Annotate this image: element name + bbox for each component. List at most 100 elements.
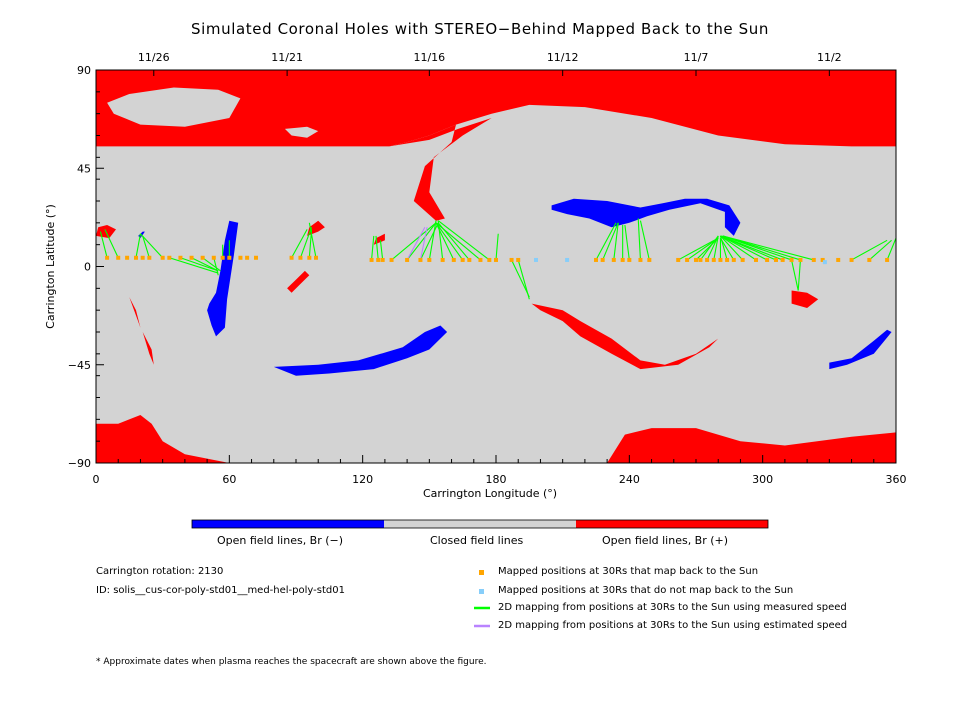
measured-line-49 bbox=[720, 235, 757, 261]
mapped-point-2 bbox=[125, 255, 130, 260]
mapped-point-61 bbox=[820, 257, 825, 262]
x-tick-label-5: 300 bbox=[752, 473, 773, 486]
negative-hole-2 bbox=[273, 325, 448, 376]
negative-hole-3 bbox=[829, 329, 892, 370]
mapped-point-49 bbox=[711, 257, 716, 262]
measured-line-44 bbox=[713, 235, 719, 261]
measured-line-16 bbox=[371, 235, 375, 261]
measured-line-21 bbox=[419, 222, 439, 261]
mapped-point-63 bbox=[849, 257, 854, 262]
measured-line-31 bbox=[517, 259, 530, 300]
mapped-point-34 bbox=[494, 257, 498, 262]
mapped-point-32 bbox=[478, 257, 483, 262]
positive-hole-5 bbox=[129, 297, 141, 328]
legend-label-unmapped: Mapped positions at 30Rs that do not map… bbox=[498, 585, 794, 596]
measured-line-15 bbox=[308, 222, 317, 258]
measured-line-4 bbox=[140, 233, 164, 259]
mapped-point-5 bbox=[147, 255, 152, 260]
mapped-point-39 bbox=[611, 257, 616, 262]
x-tick-label-0: 0 bbox=[93, 473, 100, 486]
positive-region-2 bbox=[607, 428, 896, 463]
measured-line-18 bbox=[379, 240, 384, 261]
measured-line-55 bbox=[722, 235, 814, 261]
mapped-point-60 bbox=[811, 257, 816, 262]
mapped-point-41 bbox=[627, 257, 632, 262]
mapped-point-65 bbox=[885, 257, 890, 262]
mapped-point-10 bbox=[200, 255, 205, 260]
measured-line-2 bbox=[135, 233, 141, 258]
measured-line-12 bbox=[291, 229, 308, 259]
legend-label-estimated: 2D mapping from positions at 30Rs to the… bbox=[498, 620, 848, 631]
mapped-point-54 bbox=[754, 257, 758, 262]
top-date-label-5: 11/2 bbox=[817, 51, 842, 64]
mapped-point-30 bbox=[460, 257, 465, 262]
top-date-label-3: 11/12 bbox=[547, 51, 579, 64]
y-tick-label-4: −90 bbox=[68, 457, 91, 470]
unmapped-point-0 bbox=[534, 257, 538, 262]
colorbar-label-closed: Closed field lines bbox=[430, 534, 524, 547]
mapped-point-37 bbox=[594, 257, 598, 262]
positive-hole-7 bbox=[531, 303, 719, 370]
measured-line-33 bbox=[602, 222, 619, 261]
x-tick-label-3: 180 bbox=[486, 473, 507, 486]
mapped-point-52 bbox=[731, 257, 736, 262]
y-tick-label-0: 90 bbox=[77, 64, 91, 77]
colorbar-segment-0 bbox=[192, 520, 384, 528]
mapped-point-9 bbox=[189, 255, 194, 260]
mapped-point-23 bbox=[380, 257, 385, 262]
measured-line-47 bbox=[719, 237, 735, 261]
measured-line-19 bbox=[391, 222, 437, 261]
mapped-point-38 bbox=[600, 257, 605, 262]
measured-line-24 bbox=[435, 222, 455, 261]
measured-line-32 bbox=[595, 222, 617, 261]
measured-line-54 bbox=[722, 235, 801, 261]
mapped-point-13 bbox=[227, 255, 232, 260]
estimated-line-1 bbox=[419, 227, 428, 261]
positive-region-1 bbox=[96, 415, 230, 463]
measured-line-9 bbox=[213, 257, 219, 276]
mapped-point-44 bbox=[676, 257, 681, 262]
mapped-point-27 bbox=[427, 257, 432, 262]
closed-island-1 bbox=[284, 126, 319, 138]
measured-line-7 bbox=[191, 257, 219, 272]
measured-line-60 bbox=[886, 237, 896, 261]
mapped-point-28 bbox=[440, 257, 445, 262]
mapped-point-22 bbox=[376, 257, 381, 262]
measured-line-22 bbox=[428, 220, 437, 261]
estimated-line-0 bbox=[406, 226, 426, 261]
mapped-point-46 bbox=[694, 257, 698, 262]
x-tick-label-2: 120 bbox=[352, 473, 373, 486]
measured-line-34 bbox=[613, 222, 619, 261]
x-axis-label: Carrington Longitude (°) bbox=[423, 487, 558, 500]
mapped-point-35 bbox=[509, 257, 514, 262]
mapped-point-7 bbox=[167, 255, 172, 260]
x-tick-label-4: 240 bbox=[619, 473, 640, 486]
colorbar-segment-1 bbox=[384, 520, 576, 528]
colorbar-label-positive: Open field lines, Br (+) bbox=[602, 534, 729, 547]
measured-line-25 bbox=[435, 222, 464, 261]
measured-line-6 bbox=[180, 257, 219, 272]
measured-line-29 bbox=[495, 233, 499, 260]
measured-line-30 bbox=[511, 259, 530, 298]
mapped-point-3 bbox=[134, 255, 138, 260]
positive-hole-6 bbox=[142, 332, 154, 365]
measured-line-43 bbox=[706, 235, 719, 261]
mapped-point-17 bbox=[289, 255, 294, 260]
measured-line-56 bbox=[791, 259, 799, 291]
colorbar-frame bbox=[191, 519, 769, 529]
measured-line-36 bbox=[624, 224, 630, 261]
mapped-point-16 bbox=[254, 255, 258, 260]
y-tick-label-3: −45 bbox=[68, 359, 91, 372]
legend-label-measured: 2D mapping from positions at 30Rs to the… bbox=[498, 602, 847, 613]
chart-title: Simulated Coronal Holes with STEREO−Behi… bbox=[191, 20, 769, 38]
x-tick-label-6: 360 bbox=[886, 473, 907, 486]
colorbar-label-negative: Open field lines, Br (−) bbox=[217, 534, 344, 547]
measured-line-50 bbox=[720, 235, 768, 261]
run-id: ID: solis__cus-cor-poly-std01__med-hel-p… bbox=[96, 585, 345, 596]
mapped-point-19 bbox=[307, 255, 312, 260]
mapped-point-43 bbox=[647, 257, 652, 262]
mapped-point-6 bbox=[160, 255, 165, 260]
measured-line-57 bbox=[797, 259, 801, 291]
measured-line-58 bbox=[851, 239, 888, 261]
mapped-point-45 bbox=[685, 257, 690, 262]
